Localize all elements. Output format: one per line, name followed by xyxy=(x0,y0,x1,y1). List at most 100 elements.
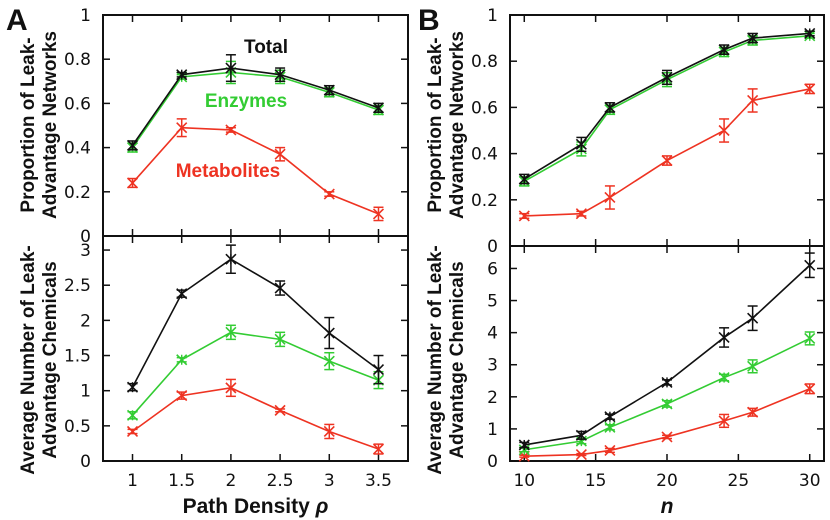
y-tick-label: 5 xyxy=(487,292,498,312)
series-line-metabolites xyxy=(131,126,379,215)
annotation-enzymes: Enzymes xyxy=(205,91,287,112)
marker-stroke xyxy=(718,124,730,137)
marker-stroke xyxy=(575,208,587,220)
y-axis-label-line: Advantage Chemicals xyxy=(40,261,61,458)
x-axis-label-symbol: n xyxy=(661,495,674,518)
marker-stroke xyxy=(126,425,139,438)
data-point-metabolites xyxy=(718,415,730,427)
data-point-total xyxy=(604,101,616,113)
data-point-metabolites xyxy=(225,124,237,136)
x-axis-label-symbol: ρ xyxy=(315,495,329,518)
data-point-metabolites xyxy=(718,124,730,137)
data-point-metabolites xyxy=(372,443,385,455)
data-point-total xyxy=(718,44,730,56)
plot-frame xyxy=(509,245,825,462)
x-tick-label: 1 xyxy=(127,471,138,491)
data-point-enzymes xyxy=(274,333,286,345)
data-point-metabolites xyxy=(274,404,286,416)
y-tick-label: 2.5 xyxy=(64,276,91,296)
x-tick-label: 1.5 xyxy=(168,471,195,491)
series-line-metabolites xyxy=(132,387,379,450)
chart-b-top: 0 0.2 0.4 0.6 0.8 1 Proportion of Leak-Advanta… xyxy=(425,6,825,257)
data-point-total xyxy=(804,259,816,271)
data-point-total xyxy=(372,364,385,376)
y-axis-label-line: Proportion of Leak- xyxy=(18,37,39,212)
data-point-enzymes xyxy=(323,355,335,367)
chart-a-bottom: 0 0.5 1 1.5 2 2.5 3 1 1.5 2 2.5 3 3.5 Average Number … xyxy=(18,235,409,518)
data-point-total xyxy=(323,327,335,339)
marker-stroke xyxy=(176,390,188,402)
x-tick-label: 15 xyxy=(585,471,607,491)
x-axis-label: Path Density ρ xyxy=(183,495,329,518)
data-point-metabolites xyxy=(323,425,335,438)
marker-stroke xyxy=(372,208,385,220)
data-point-metabolites xyxy=(518,210,530,222)
data-point-metabolites xyxy=(176,122,188,134)
data-point-total xyxy=(176,288,188,300)
data-point-metabolites xyxy=(575,449,587,461)
data-point-metabolites xyxy=(274,148,286,160)
y-axis-label-line: Advantage Networks xyxy=(40,31,61,219)
data-point-total xyxy=(372,102,385,114)
y-tick-label: 1.5 xyxy=(64,347,91,367)
data-point-total xyxy=(126,139,139,151)
y-tick-label: 3 xyxy=(80,241,91,261)
y-tick-label: 1 xyxy=(487,420,498,440)
series-line-total xyxy=(131,258,379,388)
data-point-metabolites xyxy=(747,406,759,418)
y-axis-label-line: Advantage Networks xyxy=(447,31,468,219)
data-point-total xyxy=(604,411,616,423)
y-tick-label: 3 xyxy=(487,356,498,376)
series-line-total xyxy=(131,67,379,146)
y-tick-label: 0.4 xyxy=(471,145,498,165)
y-axis-label-line: Proportion of Leak- xyxy=(425,37,446,212)
data-point-enzymes xyxy=(126,409,139,421)
data-point-enzymes xyxy=(718,372,730,384)
y-tick-label: 0.6 xyxy=(64,94,91,114)
y-tick-label: 0.6 xyxy=(471,98,498,118)
x-tick-label: 2 xyxy=(225,471,236,491)
marker-stroke xyxy=(661,154,673,167)
y-tick-label: 0.8 xyxy=(471,52,498,72)
panel-label-a: A xyxy=(6,4,28,37)
y-axis-label-line: Average Number of Leak- xyxy=(425,245,446,474)
data-point-total xyxy=(747,32,759,44)
y-tick-label: 6 xyxy=(487,259,498,279)
data-point-total xyxy=(718,331,730,344)
marker-stroke xyxy=(176,122,188,134)
y-tick-label: 0.2 xyxy=(64,183,91,203)
y-tick-label: 1 xyxy=(487,6,498,26)
x-tick-label: 3.5 xyxy=(365,471,392,491)
data-point-metabolites xyxy=(323,188,335,200)
data-point-enzymes xyxy=(604,421,616,433)
data-point-enzymes xyxy=(225,326,237,338)
marker-stroke xyxy=(661,431,673,443)
marker-stroke xyxy=(747,406,759,418)
marker-stroke xyxy=(747,94,759,107)
data-point-metabolites xyxy=(604,444,616,456)
y-tick-label: 2 xyxy=(80,311,91,331)
series-line-enzymes xyxy=(131,331,379,416)
data-point-enzymes xyxy=(804,332,816,344)
y-tick-label: 4 xyxy=(487,324,498,344)
series-line-total xyxy=(524,264,811,446)
y-tick-label: 0.5 xyxy=(64,417,91,437)
annotation-total: Total xyxy=(244,37,288,58)
marker-stroke xyxy=(372,443,385,455)
marker-stroke xyxy=(604,444,616,456)
data-point-total xyxy=(747,312,759,324)
data-point-total xyxy=(661,71,673,83)
plot-frame xyxy=(102,235,409,462)
y-axis-label: Proportion of Leak-Advantage Networks xyxy=(18,31,61,219)
data-point-metabolites xyxy=(661,154,673,167)
data-point-total xyxy=(225,62,237,74)
data-point-metabolites xyxy=(661,431,673,443)
y-tick-label: 0.4 xyxy=(64,139,91,159)
marker-stroke xyxy=(575,449,587,461)
marker-stroke xyxy=(718,415,730,427)
data-point-enzymes xyxy=(747,360,759,372)
data-point-total xyxy=(804,27,816,40)
x-tick-label: 25 xyxy=(728,471,750,491)
data-point-total xyxy=(518,173,530,185)
panel-label-b: B xyxy=(418,4,440,37)
